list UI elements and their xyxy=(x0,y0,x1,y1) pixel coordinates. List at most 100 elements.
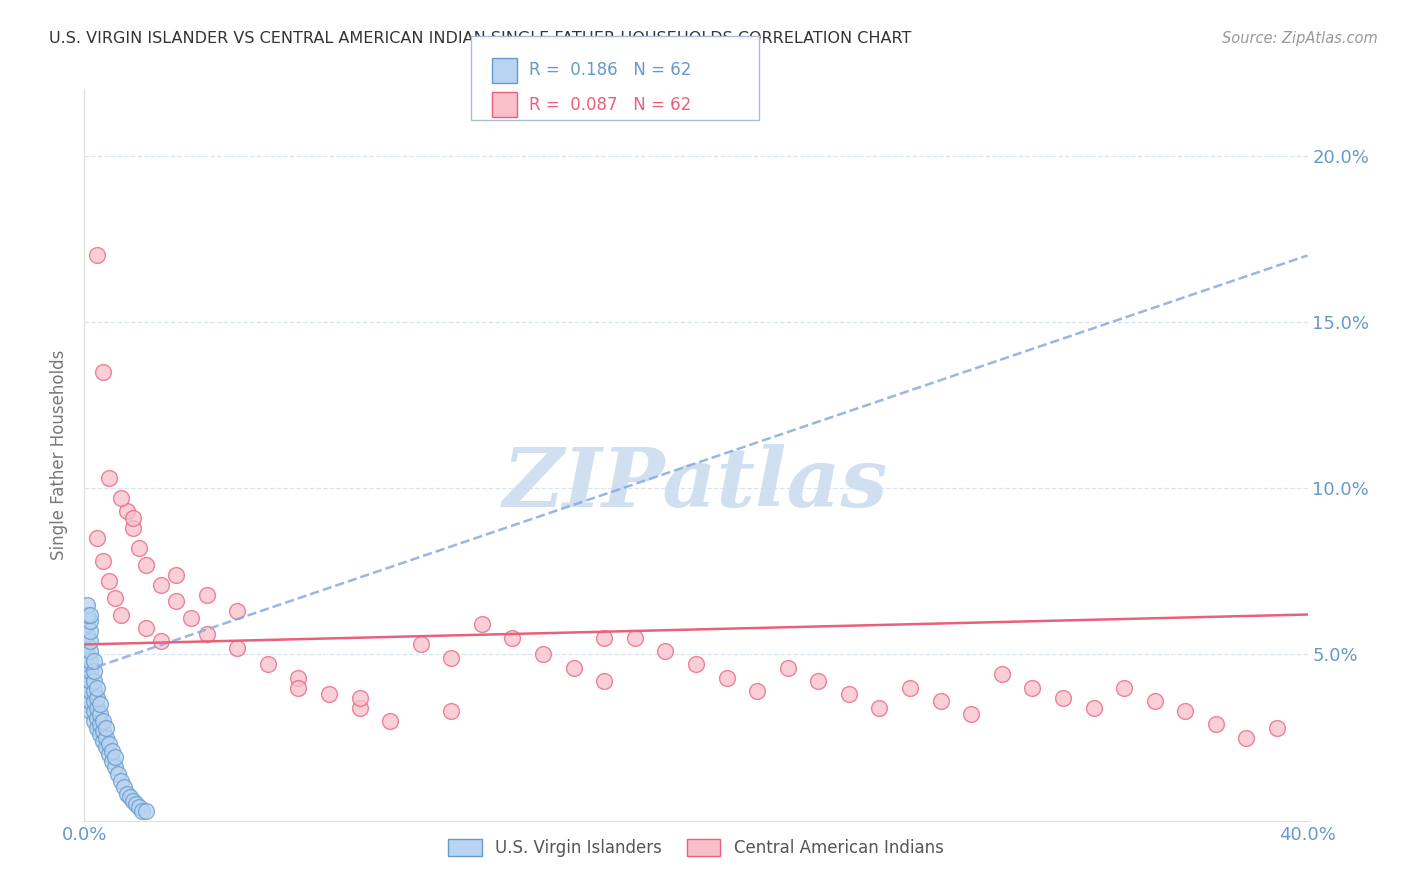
Point xyxy=(440,650,463,665)
Point xyxy=(107,767,129,781)
Point xyxy=(91,734,114,748)
Point xyxy=(115,504,138,518)
Point xyxy=(89,727,111,741)
Point xyxy=(593,673,616,688)
Point xyxy=(79,607,101,622)
Point xyxy=(97,747,120,761)
Point xyxy=(776,661,799,675)
Point xyxy=(120,790,142,805)
Text: Source: ZipAtlas.com: Source: ZipAtlas.com xyxy=(1222,31,1378,46)
Point xyxy=(86,700,108,714)
Point xyxy=(73,681,96,695)
Point xyxy=(89,707,111,722)
Point xyxy=(94,731,117,745)
Point xyxy=(122,521,145,535)
Point xyxy=(349,690,371,705)
Point xyxy=(83,694,105,708)
Point xyxy=(83,654,105,668)
Text: R =  0.087   N = 62: R = 0.087 N = 62 xyxy=(529,95,690,113)
Point xyxy=(593,631,616,645)
Point xyxy=(1236,731,1258,745)
Point xyxy=(180,611,202,625)
Point xyxy=(135,621,157,635)
Point xyxy=(869,700,891,714)
Point xyxy=(960,707,983,722)
Point xyxy=(110,607,132,622)
Point xyxy=(685,657,707,672)
Point xyxy=(991,667,1014,681)
Point xyxy=(128,541,150,555)
Point xyxy=(101,744,124,758)
Point xyxy=(122,511,145,525)
Point xyxy=(1143,694,1166,708)
Point xyxy=(257,657,280,672)
Point xyxy=(91,714,114,728)
Point xyxy=(125,797,148,811)
Point xyxy=(287,681,309,695)
Point xyxy=(83,704,105,718)
Point xyxy=(135,804,157,818)
Text: R =  0.186   N = 62: R = 0.186 N = 62 xyxy=(529,62,690,79)
Point xyxy=(86,248,108,262)
Point xyxy=(226,604,249,618)
Point xyxy=(131,804,153,818)
Point xyxy=(318,687,340,701)
Point xyxy=(104,750,127,764)
Point xyxy=(1174,704,1197,718)
Text: U.S. VIRGIN ISLANDER VS CENTRAL AMERICAN INDIAN SINGLE FATHER HOUSEHOLDS CORRELA: U.S. VIRGIN ISLANDER VS CENTRAL AMERICAN… xyxy=(49,31,911,46)
Point xyxy=(89,698,111,712)
Point xyxy=(86,690,108,705)
Point xyxy=(110,491,132,505)
Point xyxy=(79,684,101,698)
Point xyxy=(76,667,98,681)
Legend: U.S. Virgin Islanders, Central American Indians: U.S. Virgin Islanders, Central American … xyxy=(441,832,950,863)
Point xyxy=(110,773,132,788)
Point xyxy=(1265,721,1288,735)
Point xyxy=(97,737,120,751)
Point xyxy=(91,365,114,379)
Point xyxy=(91,723,114,738)
Point xyxy=(838,687,860,701)
Point xyxy=(79,694,101,708)
Point xyxy=(349,700,371,714)
Point xyxy=(94,740,117,755)
Point xyxy=(104,760,127,774)
Point xyxy=(86,531,108,545)
Point xyxy=(79,664,101,678)
Point xyxy=(76,637,98,651)
Point xyxy=(409,637,432,651)
Point xyxy=(226,640,249,655)
Point xyxy=(91,554,114,568)
Point xyxy=(73,664,96,678)
Point xyxy=(83,664,105,678)
Point xyxy=(79,614,101,628)
Point xyxy=(104,591,127,605)
Point xyxy=(716,671,738,685)
Point xyxy=(76,698,98,712)
Point xyxy=(898,681,921,695)
Point xyxy=(83,714,105,728)
Point xyxy=(86,710,108,724)
Point xyxy=(76,607,98,622)
Point xyxy=(97,471,120,485)
Point xyxy=(115,787,138,801)
Point xyxy=(79,624,101,639)
Point xyxy=(79,673,101,688)
Point xyxy=(122,794,145,808)
Point xyxy=(1083,700,1105,714)
Text: ZIPatlas: ZIPatlas xyxy=(503,444,889,524)
Point xyxy=(83,684,105,698)
Point xyxy=(807,673,830,688)
Point xyxy=(128,800,150,814)
Point xyxy=(149,577,172,591)
Point xyxy=(76,617,98,632)
Point xyxy=(440,704,463,718)
Point xyxy=(101,754,124,768)
Point xyxy=(86,681,108,695)
Point xyxy=(112,780,135,795)
Point xyxy=(502,631,524,645)
Point xyxy=(79,654,101,668)
Point xyxy=(165,567,187,582)
Point xyxy=(165,594,187,608)
Point xyxy=(929,694,952,708)
